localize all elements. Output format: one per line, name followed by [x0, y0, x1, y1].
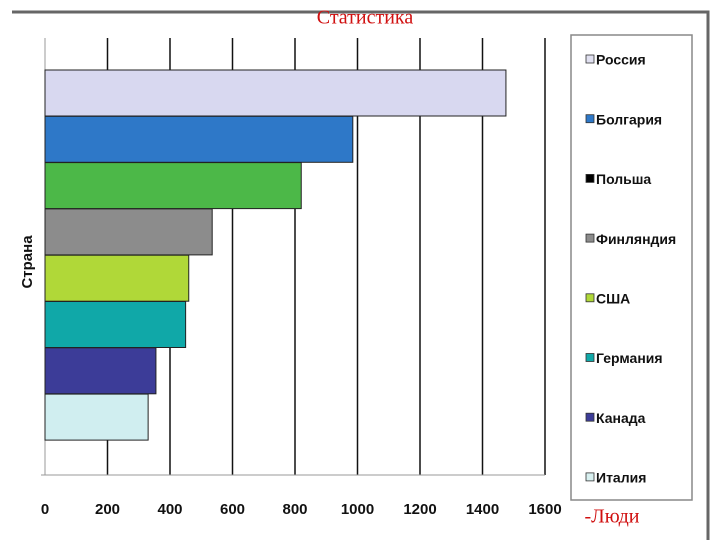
- x-tick-label: 1600: [528, 501, 561, 518]
- x-tick-label: 200: [95, 501, 120, 518]
- legend-label: Россия: [596, 52, 646, 68]
- legend-swatch: [585, 173, 595, 183]
- legend-swatch: [585, 472, 595, 482]
- legend-label: Италия: [596, 470, 646, 486]
- legend-label: Польша: [596, 171, 651, 187]
- bar: [44, 301, 187, 348]
- legend-swatch: [585, 114, 595, 124]
- legend-label: Германия: [596, 350, 663, 366]
- bar: [44, 162, 302, 210]
- x-axis-label: -Люди: [584, 506, 639, 528]
- legend-swatch: [585, 353, 595, 362]
- x-tick-label: 600: [220, 501, 245, 518]
- bar: [44, 69, 507, 117]
- slide-frame: [12, 10, 710, 540]
- legend-swatch: [585, 54, 595, 64]
- legend-box: [570, 34, 693, 501]
- legend-label: США: [596, 291, 630, 307]
- y-axis-label: Страна: [19, 235, 36, 289]
- bar: [44, 393, 149, 441]
- legend-label: Болгария: [596, 111, 662, 127]
- legend-swatch: [585, 412, 595, 422]
- bar: [44, 254, 190, 302]
- bar: [44, 115, 354, 163]
- x-tick-label: 800: [282, 501, 307, 518]
- chart-title: Статистика: [317, 7, 414, 29]
- legend-swatch: [585, 293, 595, 303]
- x-tick-label: 1000: [341, 501, 374, 518]
- legend-label: Канада: [596, 410, 646, 426]
- bar: [44, 208, 213, 256]
- x-tick-label: 1200: [403, 501, 436, 518]
- x-tick-label: 0: [41, 501, 49, 518]
- x-tick-label: 1400: [466, 501, 499, 518]
- legend-label: Финляндия: [596, 231, 676, 247]
- x-tick-label: 400: [157, 501, 182, 518]
- bar: [44, 347, 157, 395]
- legend-swatch: [585, 233, 595, 243]
